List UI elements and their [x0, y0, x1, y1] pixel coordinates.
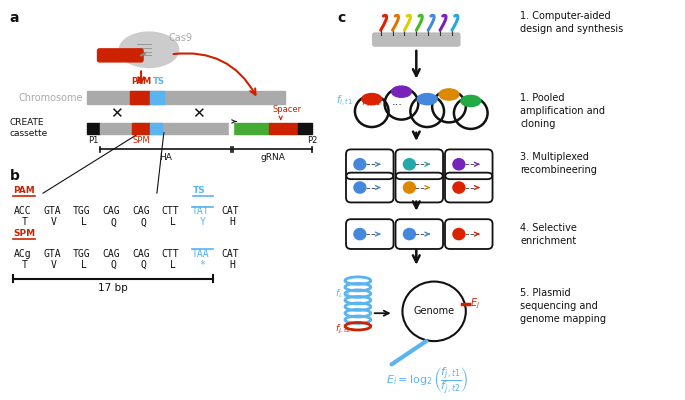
Ellipse shape	[439, 89, 459, 100]
Bar	[150, 123, 162, 134]
Text: Q: Q	[140, 260, 146, 270]
Ellipse shape	[392, 86, 412, 97]
FancyBboxPatch shape	[97, 49, 143, 62]
Text: CAG: CAG	[103, 206, 120, 216]
Text: TS: TS	[153, 77, 165, 86]
Text: L: L	[81, 217, 86, 227]
Text: Y: Y	[199, 217, 205, 227]
Circle shape	[453, 182, 465, 193]
Bar	[86, 123, 101, 134]
Text: ✕: ✕	[192, 106, 205, 122]
Text: $E_i = \log_2\left(\dfrac{f_{j,t1}}{f_{j,t2}}\right)$: $E_i = \log_2\left(\dfrac{f_{j,t1}}{f_{j…	[386, 366, 468, 397]
Text: V: V	[51, 217, 57, 227]
Text: $f_{i,t1}$: $f_{i,t1}$	[336, 94, 353, 110]
Circle shape	[453, 159, 465, 170]
Bar	[269, 123, 299, 134]
Text: H: H	[229, 260, 235, 270]
FancyBboxPatch shape	[373, 33, 460, 46]
FancyArrowPatch shape	[173, 53, 256, 95]
Text: 4. Selective
enrichment: 4. Selective enrichment	[520, 223, 577, 246]
Text: L: L	[170, 260, 175, 270]
Bar	[132, 123, 150, 134]
Text: SPM: SPM	[132, 136, 150, 145]
Text: TAA: TAA	[192, 249, 209, 259]
Bar	[229, 123, 233, 134]
Text: 17 bp: 17 bp	[99, 284, 128, 294]
Text: Q: Q	[110, 260, 116, 270]
Text: H: H	[229, 217, 235, 227]
Text: CAG: CAG	[103, 249, 120, 259]
Text: CAG: CAG	[132, 249, 150, 259]
Text: Cas9: Cas9	[169, 33, 192, 43]
Text: GTA: GTA	[43, 206, 61, 216]
Text: CTT: CTT	[162, 249, 179, 259]
Text: TGG: TGG	[73, 249, 90, 259]
Text: CTT: CTT	[162, 206, 179, 216]
Text: $E_j$: $E_j$	[470, 296, 479, 311]
Text: 3. Multiplexed
recombineering: 3. Multiplexed recombineering	[520, 152, 597, 175]
Bar	[86, 91, 285, 104]
Circle shape	[453, 228, 465, 240]
Text: 1. Computer-aided
design and synthesis: 1. Computer-aided design and synthesis	[520, 11, 623, 34]
Text: ACC: ACC	[14, 206, 31, 216]
Text: Q: Q	[110, 217, 116, 227]
Text: a: a	[10, 11, 19, 25]
Text: 5. Plasmid
sequencing and
genome mapping: 5. Plasmid sequencing and genome mapping	[520, 288, 606, 324]
Bar	[130, 91, 150, 104]
Text: *: *	[199, 260, 205, 270]
Text: T: T	[21, 217, 27, 227]
Text: TS: TS	[192, 186, 206, 195]
Text: Spacer: Spacer	[273, 105, 302, 114]
Text: ,$f_{j,t1}$: ,$f_{j,t1}$	[358, 95, 381, 109]
Text: Chromosome: Chromosome	[18, 93, 83, 103]
Text: PAM: PAM	[14, 186, 35, 195]
Text: c: c	[337, 11, 345, 25]
Ellipse shape	[119, 32, 179, 68]
Ellipse shape	[461, 95, 481, 106]
Circle shape	[354, 182, 366, 193]
Text: V: V	[51, 260, 57, 270]
Ellipse shape	[362, 94, 382, 105]
Text: L: L	[81, 260, 86, 270]
Text: ...: ...	[392, 97, 402, 107]
Text: P2: P2	[308, 136, 318, 145]
Text: gRNA: gRNA	[260, 153, 285, 162]
Text: T: T	[21, 260, 27, 270]
Text: ✕: ✕	[110, 106, 123, 122]
Text: SPM: SPM	[14, 229, 36, 238]
Text: Genome: Genome	[414, 306, 455, 316]
Text: b: b	[10, 169, 19, 183]
Circle shape	[354, 228, 366, 240]
Text: CAT: CAT	[221, 206, 239, 216]
Circle shape	[403, 282, 466, 341]
Text: HA: HA	[160, 153, 172, 162]
Text: CAG: CAG	[132, 206, 150, 216]
Text: P1: P1	[88, 136, 99, 145]
Text: TGG: TGG	[73, 206, 90, 216]
Text: CREATE
cassette: CREATE cassette	[10, 118, 48, 138]
Bar	[299, 123, 312, 134]
Circle shape	[403, 159, 415, 170]
Text: ACg: ACg	[14, 249, 31, 259]
Circle shape	[403, 228, 415, 240]
Bar	[150, 91, 164, 104]
Text: PAM: PAM	[131, 77, 151, 86]
Ellipse shape	[417, 94, 437, 105]
Bar	[233, 123, 269, 134]
Text: GTA: GTA	[43, 249, 61, 259]
Text: TAT: TAT	[192, 206, 209, 216]
Text: $f_{j,t2}$: $f_{j,t2}$	[335, 322, 351, 336]
Text: Q: Q	[140, 217, 146, 227]
Text: $f_{i,t2}$: $f_{i,t2}$	[335, 288, 351, 300]
Bar	[101, 123, 229, 134]
Text: CAT: CAT	[221, 249, 239, 259]
Text: L: L	[170, 217, 175, 227]
Text: 1. Pooled
amplification and
cloning: 1. Pooled amplification and cloning	[520, 93, 606, 129]
Circle shape	[403, 182, 415, 193]
Circle shape	[354, 159, 366, 170]
